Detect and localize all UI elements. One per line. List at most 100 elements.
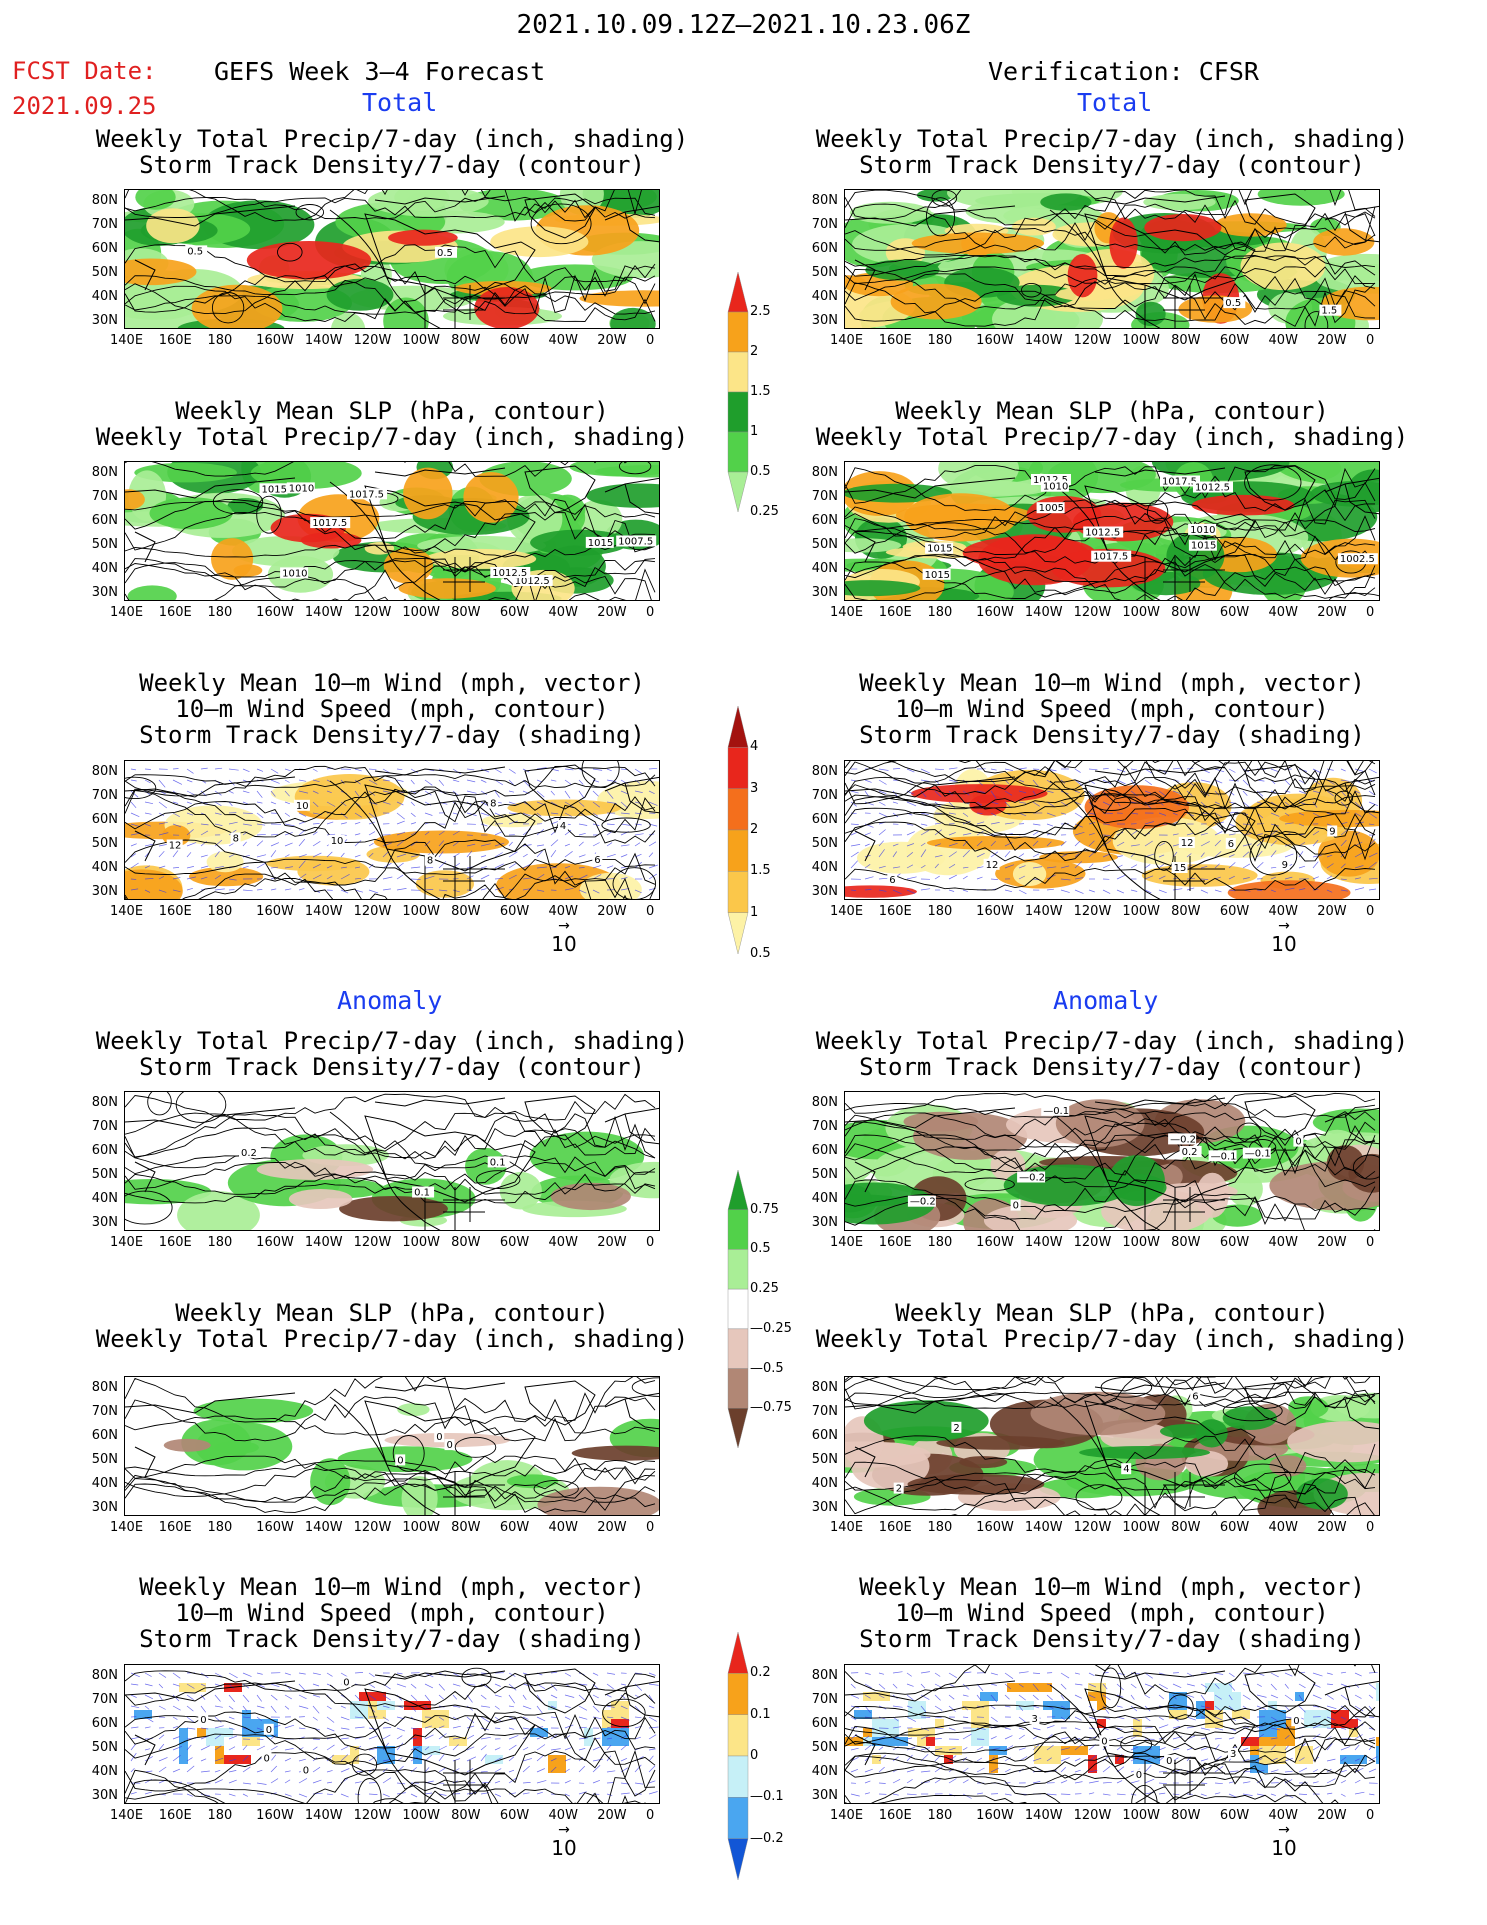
contour-label: 1012.5	[492, 568, 527, 579]
lon-label: 160W	[256, 1520, 294, 1535]
lat-label: 80N	[811, 1095, 838, 1110]
map-field-fc-a-wind: 0 0 0 0 0	[125, 1667, 659, 1803]
lon-label: 140E	[110, 605, 144, 620]
panel-title-line: Weekly Total Precip/7-day (inch, shading…	[815, 125, 1409, 153]
contour-label: 0	[1166, 1756, 1172, 1767]
lon-label: 100W	[1122, 904, 1161, 919]
colorbar-label: 2	[750, 344, 759, 359]
contour-label: 1017.5	[349, 489, 384, 500]
panel-title-line: 10—m Wind Speed (mph, contour)	[895, 1599, 1329, 1627]
lon-label: 40W	[548, 904, 578, 919]
lon-label: 0	[646, 605, 655, 620]
colorbar-label: —0.2	[750, 1830, 784, 1846]
lat-label: 80N	[811, 764, 838, 779]
contour-label: 0	[1013, 1201, 1019, 1212]
fcst-date-value: 2021.09.25	[12, 92, 157, 120]
vector-reference: → 10	[1264, 919, 1304, 956]
lon-label: 120W	[1073, 904, 1112, 919]
map-ob-t-precip: 1.5 0.5	[844, 189, 1380, 329]
lon-label: 160W	[256, 1235, 294, 1250]
panel-title-line: Weekly Mean 10—m Wind (mph, vector)	[139, 669, 645, 697]
lon-label: 40W	[548, 333, 578, 348]
lon-label: 140W	[1024, 333, 1063, 348]
lon-label: 180	[207, 333, 233, 348]
lat-label: 50N	[811, 1167, 838, 1182]
contour-label: 10	[296, 801, 309, 812]
lat-label: 50N	[811, 1740, 838, 1755]
colorbar-label: 1.5	[750, 384, 771, 399]
lon-label: 120W	[1073, 1235, 1112, 1250]
lon-label: 80W	[451, 904, 481, 919]
contour-label: 12	[169, 841, 182, 852]
lat-label: 60N	[91, 1428, 118, 1443]
contour-label: 1017.5	[1162, 477, 1197, 488]
lon-label: 100W	[402, 1520, 441, 1535]
panel-title-line: Storm Track Density/7-day (shading)	[139, 721, 645, 749]
period-title: 2021.10.09.12Z—2021.10.23.06Z	[516, 10, 971, 40]
contour-label: 6	[1228, 839, 1234, 850]
panel-title-line: Weekly Total Precip/7-day (inch, shading…	[815, 423, 1409, 451]
vector-reference-value: 10	[1271, 932, 1297, 956]
lon-label: 140E	[830, 605, 864, 620]
panel-title-line: Weekly Total Precip/7-day (inch, shading…	[815, 1027, 1409, 1055]
contour-label: 0.5	[187, 246, 203, 257]
panel-title-line: Weekly Total Precip/7-day (inch, shading…	[95, 1325, 689, 1353]
lat-label: 50N	[91, 836, 118, 851]
lon-label: 60W	[499, 1520, 530, 1535]
lon-label: 180	[927, 605, 953, 620]
lat-label: 40N	[91, 1191, 118, 1206]
map-field-fc-a-slp: 000	[125, 1377, 659, 1515]
colorbar-label: 0.25	[750, 1281, 779, 1297]
map-fc-a-wind: 0 0 0 0 0	[124, 1664, 660, 1804]
contour-label: 4	[1123, 1464, 1129, 1475]
lon-label: 100W	[402, 1235, 441, 1250]
lon-label: 160E	[158, 605, 192, 620]
map-field-fc-t-precip: 0.5 0.5	[125, 190, 659, 328]
panel-title-line: Storm Track Density/7-day (shading)	[859, 721, 1365, 749]
lat-label: 30N	[811, 1500, 838, 1515]
contour-label: 0	[1101, 1736, 1107, 1747]
lat-label: 50N	[811, 836, 838, 851]
lat-label: 80N	[811, 465, 838, 480]
lon-label: 140W	[304, 333, 343, 348]
map-ob-t-wind: 9 12 6 12 15 6 9	[844, 760, 1380, 900]
lon-label: 80W	[451, 605, 481, 620]
vector-reference-value: 10	[551, 932, 577, 956]
lon-label: 60W	[1219, 1808, 1250, 1823]
lon-label: 0	[646, 1235, 655, 1250]
map-field-ob-t-precip: 1.5 0.5	[845, 190, 1379, 328]
lon-label: 140W	[304, 904, 343, 919]
lon-label: 140E	[110, 1235, 144, 1250]
lon-label: 100W	[402, 904, 441, 919]
contour-label: 1007.5	[618, 537, 653, 548]
lon-label: 80W	[1171, 1520, 1201, 1535]
lon-label: 60W	[1219, 1520, 1250, 1535]
lon-label: 120W	[353, 1808, 392, 1823]
contour-label: 0	[1136, 1770, 1142, 1781]
contour-label: 1012.5	[515, 576, 550, 587]
lon-label: 0	[1366, 1520, 1375, 1535]
contour-label: 0	[1293, 1716, 1299, 1727]
lat-label: 30N	[91, 313, 118, 328]
lon-label: 60W	[499, 1235, 530, 1250]
lon-label: 140E	[830, 1520, 864, 1535]
colorbar-total_storm	[726, 705, 750, 958]
lat-label: 60N	[811, 812, 838, 827]
lon-label: 20W	[597, 1235, 627, 1250]
lat-label: 40N	[811, 860, 838, 875]
lon-label: 140E	[110, 904, 144, 919]
colorbar-label: 4	[750, 739, 759, 755]
lon-label: 180	[927, 1808, 953, 1823]
contour-label: 0.5	[437, 248, 453, 259]
lat-label: 70N	[811, 1692, 838, 1707]
lat-label: 70N	[91, 217, 118, 232]
contour-label: 6	[889, 875, 895, 886]
lat-label: 70N	[811, 1119, 838, 1134]
lat-label: 30N	[811, 1788, 838, 1803]
lon-label: 120W	[353, 1235, 392, 1250]
map-field-ob-a-precip: —0.2 —0.2 0 —0.1 —0.1 0 —0.2 —0.1 0.2	[845, 1092, 1379, 1230]
contour-label: —0.1	[1211, 1151, 1237, 1162]
colorbar-anom_storm	[726, 1631, 750, 1884]
